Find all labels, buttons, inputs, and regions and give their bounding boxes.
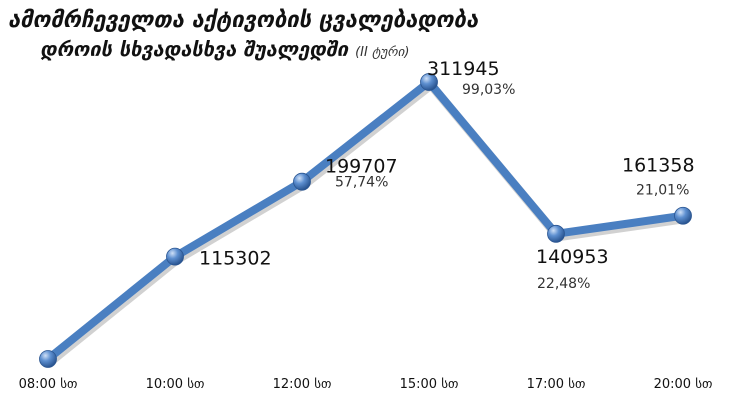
chart-title-line2-text: დროის სხვადასხვა შუალედში — [40, 37, 349, 61]
series-line-layer — [44, 78, 687, 366]
data-point-1 — [166, 247, 184, 266]
value-label-4: 140953 — [536, 246, 609, 268]
x-tick-label-4: 17:00 სთ — [527, 377, 586, 392]
marker-layer — [39, 73, 692, 368]
chart-title-line1: ამომრჩეველთა აქტივობის ცვალებადობა — [8, 8, 479, 33]
x-tick-label-2: 12:00 სთ — [273, 377, 332, 392]
value-label-2: 199707 — [325, 156, 398, 178]
percent-label-2: 57,74% — [335, 175, 388, 191]
percent-label-3: 99,03% — [462, 82, 515, 98]
chart-title: ამომრჩეველთა აქტივობის ცვალებადობა დროის… — [0, 0, 731, 70]
data-point-5 — [674, 206, 692, 225]
x-axis-ticks: 08:00 სთ 10:00 სთ 12:00 სთ 15:00 სთ 17:00 სთ… — [19, 377, 713, 392]
value-label-3: 311945 — [427, 58, 500, 80]
x-tick-label-0: 08:00 სთ — [19, 377, 78, 392]
percent-label-5: 21,01% — [636, 183, 689, 199]
x-tick-label-5: 20:00 სთ — [654, 377, 713, 392]
x-tick-label-3: 15:00 სთ — [400, 377, 459, 392]
data-point-2 — [293, 172, 311, 191]
percent-label-4: 22,48% — [537, 276, 590, 292]
data-point-0 — [39, 350, 57, 368]
chart-title-line2: დროის სხვადასხვა შუალედში (II ტური) — [40, 37, 409, 61]
chart-title-note: (II ტური) — [355, 45, 410, 60]
series-line — [44, 78, 687, 363]
value-label-1: 115302 — [199, 248, 272, 270]
data-point-4 — [547, 224, 565, 243]
value-label-5: 161358 — [622, 155, 695, 177]
x-tick-label-1: 10:00 სთ — [146, 377, 205, 392]
data-point-3 — [420, 73, 438, 91]
